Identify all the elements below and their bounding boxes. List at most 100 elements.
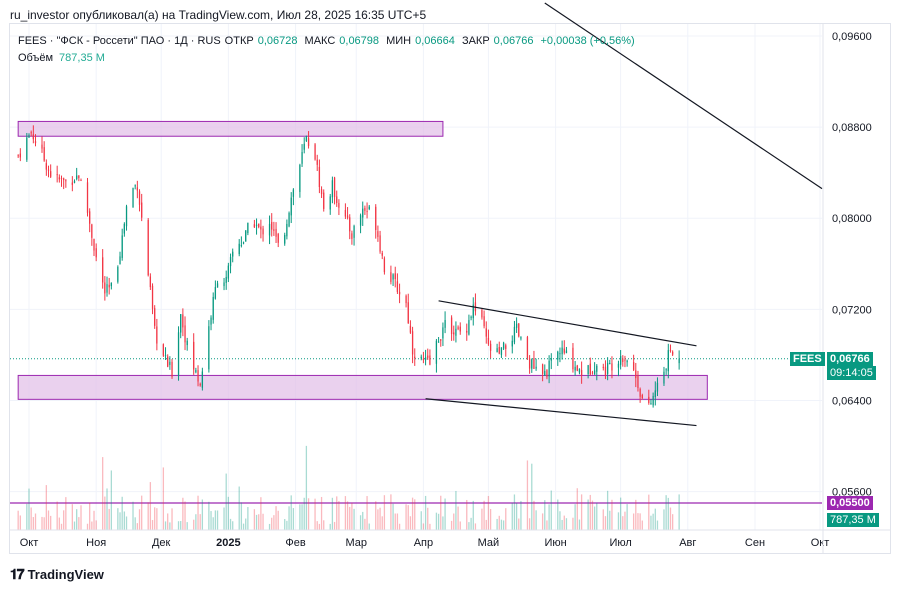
volume-bar bbox=[606, 490, 609, 530]
candle-body bbox=[485, 328, 487, 337]
x-tick-label: Дек bbox=[152, 537, 171, 549]
y-tick-label: 0,05600 bbox=[832, 487, 872, 499]
candle-body bbox=[468, 320, 470, 335]
volume-bar bbox=[394, 513, 396, 530]
candle-body bbox=[102, 257, 104, 283]
volume-bar bbox=[455, 490, 457, 530]
volume-bar bbox=[169, 522, 171, 530]
volume-bar bbox=[359, 515, 362, 530]
candle-body bbox=[669, 349, 672, 351]
candle-body bbox=[305, 135, 308, 142]
candle-body bbox=[637, 375, 639, 389]
support-resistance-zones bbox=[10, 120, 822, 504]
candle-body bbox=[41, 144, 43, 149]
y-tick-label: 0,07200 bbox=[832, 304, 872, 316]
candle-body bbox=[546, 370, 548, 378]
candle-body bbox=[531, 359, 533, 369]
volume-bar bbox=[515, 503, 518, 530]
footer-brand[interactable]: 𝟏𝟕 TradingView bbox=[10, 566, 104, 583]
candle-body bbox=[199, 383, 201, 386]
candle-body bbox=[238, 243, 240, 255]
volume-bar bbox=[496, 518, 498, 530]
volume-bar bbox=[156, 508, 158, 530]
volume-bar bbox=[472, 500, 474, 530]
volume-bar bbox=[500, 519, 503, 530]
candle-body bbox=[563, 348, 565, 353]
volume-bar bbox=[132, 501, 134, 530]
candle-body bbox=[108, 284, 110, 288]
candle-body bbox=[535, 366, 537, 369]
candle-body bbox=[80, 180, 82, 182]
candle-body bbox=[214, 287, 217, 299]
candle-body bbox=[277, 233, 279, 243]
volume-bar bbox=[149, 482, 152, 530]
volume-bar bbox=[587, 499, 589, 530]
volume-bar bbox=[89, 502, 91, 530]
candle-body bbox=[390, 272, 392, 282]
candle-body bbox=[572, 347, 574, 370]
volume-bar bbox=[164, 521, 167, 530]
volume-bar bbox=[589, 494, 591, 530]
candle-body bbox=[518, 323, 520, 337]
candle-body bbox=[407, 302, 409, 324]
candle-body bbox=[119, 256, 121, 265]
volume-bar bbox=[572, 517, 574, 530]
volume-bar bbox=[546, 520, 548, 530]
volume-bar bbox=[303, 497, 305, 530]
volume-bar bbox=[652, 513, 654, 530]
candle-body bbox=[656, 382, 659, 392]
volume-bar bbox=[238, 486, 240, 530]
volume-bar bbox=[80, 505, 82, 530]
volume-bar bbox=[78, 517, 80, 530]
volume-bar bbox=[544, 500, 546, 530]
volume-bar bbox=[489, 508, 492, 530]
candle-body bbox=[147, 219, 149, 276]
price-zone bbox=[17, 120, 444, 137]
candle-body bbox=[301, 152, 303, 164]
volume-bar bbox=[411, 497, 414, 530]
candle-body bbox=[450, 317, 453, 335]
volume-bar bbox=[565, 518, 568, 530]
volume-bar bbox=[344, 496, 347, 530]
open-value: 0,06728 bbox=[257, 35, 298, 47]
candle-body bbox=[349, 217, 351, 232]
candle-body bbox=[548, 360, 550, 377]
candle-body bbox=[258, 223, 260, 228]
volume-bar bbox=[50, 515, 52, 530]
volume-bar bbox=[457, 506, 459, 530]
last-price-badge: 0,06766 bbox=[827, 352, 873, 366]
volume-bar bbox=[420, 511, 422, 530]
candle-body bbox=[650, 403, 652, 405]
volume-bar bbox=[561, 519, 563, 530]
candle-body bbox=[154, 308, 156, 326]
candle-body bbox=[435, 340, 438, 364]
volume-bar bbox=[379, 507, 381, 530]
candle-body bbox=[424, 357, 427, 361]
volume-bar bbox=[225, 473, 227, 530]
candle-body bbox=[671, 351, 674, 355]
volume-bar bbox=[481, 508, 483, 530]
volume-bar bbox=[574, 504, 576, 530]
volume-bars bbox=[17, 445, 680, 530]
candle-body bbox=[232, 251, 234, 257]
candle-body bbox=[316, 159, 318, 165]
candle-body bbox=[500, 347, 503, 355]
candle-body bbox=[576, 365, 578, 371]
candle-body bbox=[156, 326, 158, 344]
candle-body bbox=[292, 189, 295, 197]
volume-bar bbox=[346, 501, 349, 530]
candle-body bbox=[95, 248, 97, 258]
candle-body bbox=[580, 370, 583, 376]
volume-bar bbox=[466, 499, 468, 530]
volume-bar bbox=[368, 523, 370, 530]
candle-body bbox=[359, 215, 362, 226]
volume-bar bbox=[665, 495, 667, 530]
candle-body bbox=[275, 228, 277, 237]
candle-body bbox=[86, 182, 89, 213]
candle-body bbox=[609, 363, 611, 365]
volume-bar bbox=[329, 523, 331, 530]
x-tick-label: Июн bbox=[544, 537, 566, 549]
candle-body bbox=[591, 372, 594, 374]
volume-bar bbox=[353, 508, 355, 530]
